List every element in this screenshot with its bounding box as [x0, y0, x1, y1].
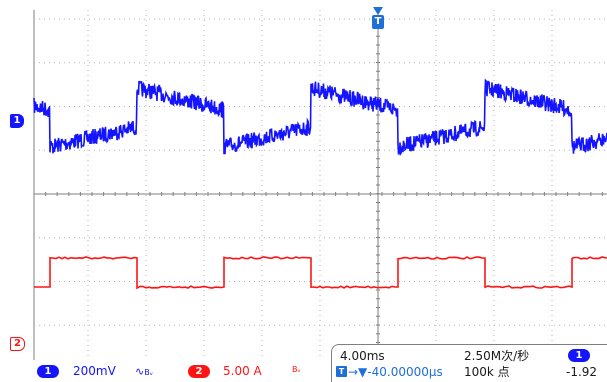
trigger-offset: →▼-40.00000µs: [348, 365, 443, 379]
ac-coupling-glyph: ∿: [135, 365, 145, 378]
trigger-arrow-icon: [373, 7, 383, 15]
graticule: [33, 9, 607, 361]
channel-1-marker[interactable]: 1: [10, 114, 24, 128]
trigger-level: -1.92: [566, 365, 598, 379]
record-length: 100k 点: [464, 365, 510, 379]
channel-2-trace: [34, 256, 607, 290]
channel-1-trace: [33, 78, 607, 157]
timebase-panel[interactable]: [331, 344, 607, 382]
channel-2-badge[interactable]: 2: [188, 365, 210, 378]
trigger-offset-icon: T: [336, 366, 347, 377]
channel-1-badge[interactable]: 1: [37, 365, 59, 378]
ch1-bw-limit-glyph: Bᵥ: [144, 368, 154, 377]
channel-2-marker-label: 2: [14, 338, 21, 349]
trigger-position-label: T: [374, 16, 382, 27]
channel-2-marker[interactable]: 2: [10, 337, 25, 351]
trigger-channel-badge: 1: [568, 349, 590, 362]
ch2-bw-limit-glyph: Bᵥ: [292, 365, 301, 374]
channel-1-scale[interactable]: 200mV: [73, 364, 116, 378]
channel-2-scale[interactable]: 5.00 A: [223, 364, 262, 378]
channel-1-marker-label: 1: [13, 115, 21, 126]
timebase-scale: 4.00ms: [340, 349, 385, 363]
ac-coupling-bw-icon: ∿Bᵥ: [135, 365, 153, 378]
sample-rate: 2.50M次/秒: [464, 349, 530, 363]
trigger-position-marker[interactable]: T: [372, 15, 384, 29]
